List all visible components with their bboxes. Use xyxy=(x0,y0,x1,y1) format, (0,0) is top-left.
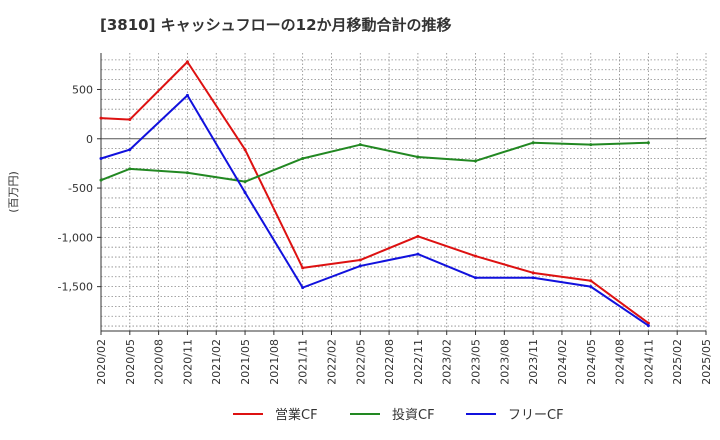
y-tick-label: 500 xyxy=(72,83,93,96)
x-tick-label: 2020/08 xyxy=(153,339,166,385)
data-point xyxy=(128,148,132,152)
y-tick-label: 0 xyxy=(86,133,93,146)
legend-label: 営業CF xyxy=(275,407,318,423)
x-tick-label: 2021/02 xyxy=(210,339,223,385)
legend-label: 投資CF xyxy=(392,407,435,423)
data-point xyxy=(128,167,132,171)
data-point xyxy=(474,159,478,163)
x-tick-label: 2022/08 xyxy=(383,339,396,385)
x-tick-label: 2020/05 xyxy=(124,339,137,385)
data-point xyxy=(474,254,478,258)
x-tick-label: 2023/05 xyxy=(470,339,483,385)
chart-title: [3810] キャッシュフローの12か月移動合計の推移 xyxy=(100,16,452,34)
data-point xyxy=(474,276,478,280)
x-tick-label: 2022/11 xyxy=(412,339,425,385)
data-point xyxy=(589,285,593,289)
data-point xyxy=(185,60,189,64)
data-point xyxy=(416,234,420,238)
data-point xyxy=(99,156,103,160)
x-tick-label: 2024/05 xyxy=(585,339,598,385)
data-point xyxy=(301,286,305,290)
data-point xyxy=(243,190,247,194)
data-point xyxy=(531,141,535,145)
x-tick-label: 2020/11 xyxy=(181,339,194,385)
data-point xyxy=(99,178,103,182)
data-point xyxy=(646,324,650,328)
y-tick-label: -500 xyxy=(68,182,93,195)
data-point xyxy=(185,171,189,175)
x-tick-label: 2021/08 xyxy=(268,339,281,385)
data-point xyxy=(589,279,593,283)
data-point xyxy=(185,93,189,97)
data-point xyxy=(589,143,593,147)
data-point xyxy=(243,180,247,184)
legend-label: フリーCF xyxy=(508,408,564,423)
x-tick-label: 2023/02 xyxy=(441,339,454,385)
x-tick-label: 2020/02 xyxy=(95,339,108,385)
x-tick-label: 2023/08 xyxy=(498,339,511,385)
data-point xyxy=(531,276,535,280)
x-tick-label: 2021/05 xyxy=(239,339,252,385)
x-tick-label: 2022/02 xyxy=(325,339,338,385)
x-tick-label: 2024/11 xyxy=(642,339,655,385)
plot-area xyxy=(101,53,706,331)
data-point xyxy=(301,156,305,160)
data-point xyxy=(646,321,650,325)
data-point xyxy=(99,116,103,120)
x-tick-label: 2025/05 xyxy=(700,339,713,385)
x-tick-label: 2022/05 xyxy=(354,339,367,385)
data-point xyxy=(646,141,650,145)
x-tick-label: 2023/11 xyxy=(527,339,540,385)
data-point xyxy=(416,252,420,256)
data-point xyxy=(531,271,535,275)
x-tick-label: 2025/02 xyxy=(671,339,684,385)
y-tick-label: -1,000 xyxy=(58,231,93,244)
y-tick-label: -1,500 xyxy=(58,281,93,294)
x-tick-label: 2024/02 xyxy=(556,339,569,385)
x-tick-label: 2024/08 xyxy=(614,339,627,385)
x-tick-label: 2021/11 xyxy=(297,339,310,385)
data-point xyxy=(416,155,420,159)
data-point xyxy=(358,258,362,262)
data-point xyxy=(128,118,132,122)
data-point xyxy=(358,143,362,147)
data-point xyxy=(358,264,362,268)
y-axis-label: (百万円) xyxy=(7,171,20,213)
data-point xyxy=(243,148,247,152)
data-point xyxy=(301,266,305,270)
